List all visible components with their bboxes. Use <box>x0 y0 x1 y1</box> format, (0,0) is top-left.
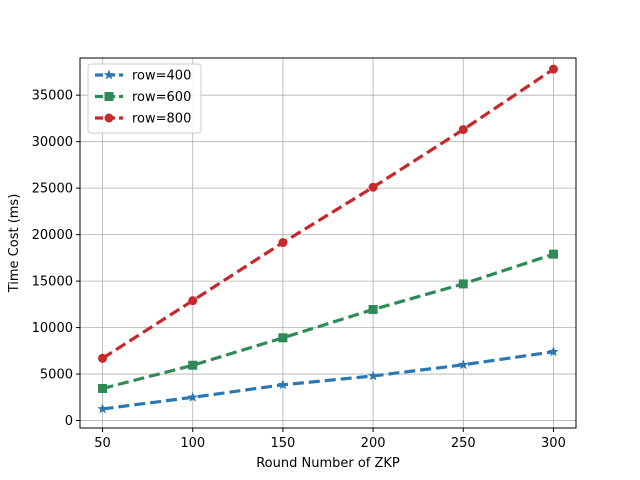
data-point <box>98 353 108 363</box>
series-row=600 <box>98 249 558 393</box>
data-point <box>368 304 378 314</box>
legend-label: row=600 <box>132 90 191 105</box>
data-point <box>278 238 288 248</box>
series-row=800 <box>98 64 558 363</box>
legend-marker <box>104 92 114 101</box>
y-tick-label: 5000 <box>40 368 73 383</box>
data-point <box>188 360 198 370</box>
data-point <box>98 383 108 393</box>
plot-frame <box>79 57 577 429</box>
series-line <box>102 350 554 411</box>
y-tick-label: 20000 <box>32 228 73 243</box>
x-tick-label: 50 <box>94 436 111 451</box>
data-point <box>458 279 468 289</box>
y-tick-label: 25000 <box>32 182 73 197</box>
x-axis-label: Round Number of ZKP <box>256 456 400 471</box>
legend-item: row=400 <box>95 69 191 84</box>
legend-marker <box>103 69 115 80</box>
legend-frame <box>87 63 202 134</box>
data-point <box>368 182 378 192</box>
x-tick-label: 150 <box>270 436 295 451</box>
data-point <box>97 403 108 414</box>
data-point <box>367 370 379 381</box>
y-tick-label: 35000 <box>32 89 73 104</box>
y-tick-label: 15000 <box>32 275 73 290</box>
legend-item: row=800 <box>95 112 191 127</box>
grid <box>80 58 576 428</box>
legend-label: row=400 <box>132 69 191 84</box>
x-tick-label: 250 <box>451 436 476 451</box>
series-line <box>102 252 554 391</box>
legend: row=400 row=600 row=800 <box>87 63 202 134</box>
data-point <box>458 125 468 135</box>
y-tick-label: 10000 <box>32 321 73 336</box>
y-tick-label: 30000 <box>32 135 73 150</box>
legend-label: row=800 <box>132 112 191 127</box>
y-axis-label: Time Cost (ms) <box>7 194 22 294</box>
data-point <box>277 379 289 390</box>
legend-item: row=600 <box>95 90 191 105</box>
data-point <box>188 296 198 306</box>
data-point <box>548 346 559 357</box>
x-tick-label: 300 <box>541 436 566 451</box>
series-line <box>101 67 555 360</box>
x-tick-label: 100 <box>180 436 205 451</box>
data-point <box>187 391 198 402</box>
y-tick-label: 0 <box>65 414 73 429</box>
ticks: 50 100 150 200 250 300 0 5000 10000 15000 20000 250… <box>32 89 566 451</box>
series-layer <box>97 64 559 414</box>
data-point <box>458 359 469 370</box>
series-row=400 <box>97 346 559 414</box>
x-tick-label: 200 <box>361 436 386 451</box>
legend-marker <box>104 113 114 123</box>
data-point <box>548 249 558 259</box>
data-point <box>548 64 558 74</box>
data-point <box>278 333 288 343</box>
